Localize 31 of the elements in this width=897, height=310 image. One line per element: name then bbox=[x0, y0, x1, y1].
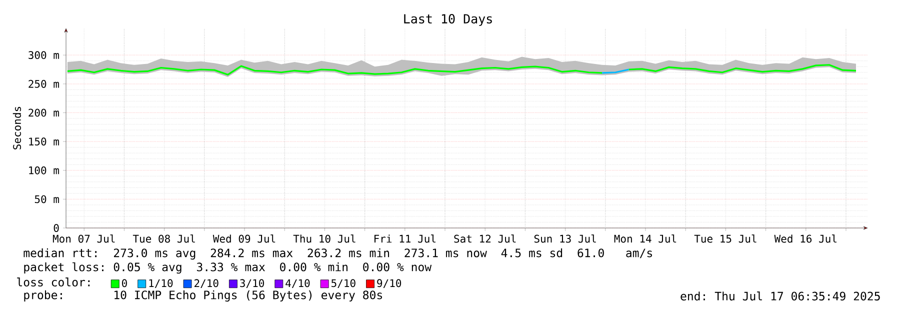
x-tick-label: Fri 11 Jul bbox=[374, 234, 436, 243]
legend-label: 2/10 bbox=[194, 279, 218, 288]
y-tick-label: 200 m bbox=[28, 108, 59, 117]
x-tick-label: Mon 14 Jul bbox=[614, 234, 676, 243]
y-tick-label: 300 m bbox=[28, 51, 59, 60]
legend-label: 0 bbox=[122, 279, 127, 288]
legend-label: 9/10 bbox=[377, 279, 402, 288]
y-tick-label: 100 m bbox=[29, 166, 59, 174]
text: end: Thu Jul 17 06:35:49 2025 bbox=[680, 292, 880, 300]
chart-title: Last 10 Days bbox=[404, 14, 492, 26]
y-tick-label: 150 m bbox=[29, 138, 59, 146]
y-tick-label: 250 m bbox=[28, 80, 59, 88]
legend-title: loss color: bbox=[17, 278, 90, 286]
x-tick-label: Sun 13 Jul bbox=[534, 234, 596, 243]
x-tick-label: Mon 07 Jul bbox=[52, 234, 115, 243]
x-tick-label: Tue 15 Jul bbox=[694, 234, 756, 243]
legend-label: 5/10 bbox=[332, 279, 356, 288]
y-tick-label: 0 bbox=[54, 224, 59, 232]
legend-label: 4/10 bbox=[286, 279, 310, 288]
y-tick-label: 50 m bbox=[34, 195, 59, 204]
x-tick-label: Wed 16 Jul bbox=[774, 234, 836, 243]
x-tick-label: Tue 08 Jul bbox=[132, 234, 195, 243]
legend-label: 1/10 bbox=[149, 279, 173, 288]
x-tick-label: Sat 12 Jul bbox=[454, 234, 516, 243]
text: packet loss: 0.05 % avg 3.33 % max 0.00 % min 0.00 % now bbox=[24, 262, 432, 274]
text: probe: 10 ICMP Echo Pings (56 Bytes) every 80s bbox=[24, 290, 382, 302]
x-tick-label: Thu 10 Jul bbox=[293, 234, 356, 243]
legend-label: 3/10 bbox=[240, 279, 264, 288]
x-tick-label: Wed 09 Jul bbox=[212, 234, 276, 243]
text: median rtt: 273.0 ms avg 284.2 ms max 263.2 ms min 273.1 ms now 4.5 ms sd 61.0 am/s bbox=[24, 248, 652, 260]
y-axis-title: Seconds bbox=[12, 106, 22, 150]
